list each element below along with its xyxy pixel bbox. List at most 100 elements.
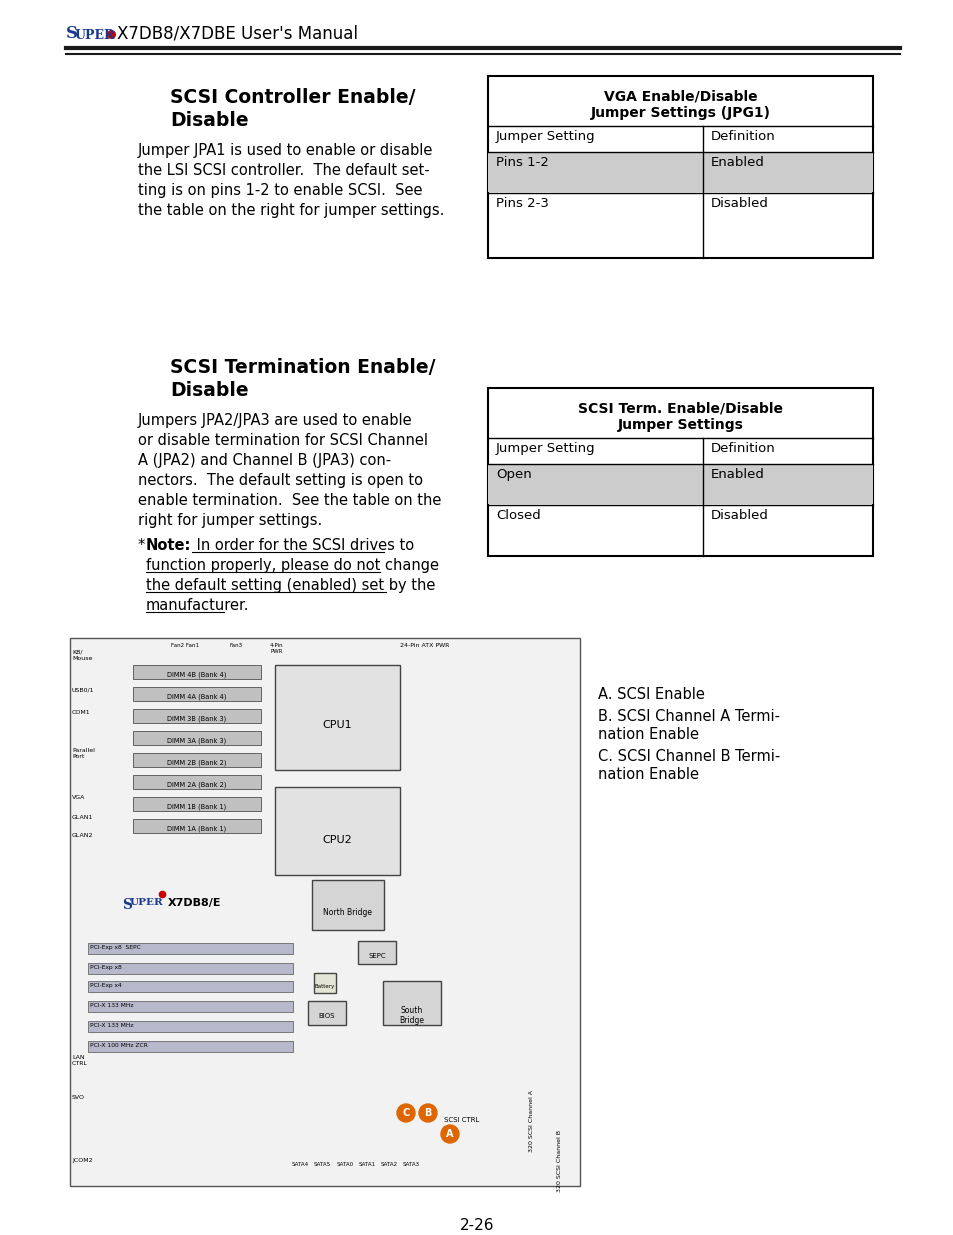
Text: B. SCSI Channel A Termi-: B. SCSI Channel A Termi- <box>598 709 780 724</box>
Text: Enabled: Enabled <box>710 156 764 169</box>
Bar <box>132 819 261 832</box>
Text: VGA: VGA <box>71 795 85 800</box>
Text: SEPC: SEPC <box>368 953 385 960</box>
Text: UPER: UPER <box>130 898 164 906</box>
Bar <box>132 687 261 701</box>
Text: SATA4: SATA4 <box>291 1162 308 1167</box>
Text: ting is on pins 1-2 to enable SCSI.  See: ting is on pins 1-2 to enable SCSI. See <box>138 183 422 198</box>
Text: PCI-Exp x8  SEPC: PCI-Exp x8 SEPC <box>90 945 141 950</box>
Text: CPU2: CPU2 <box>322 835 352 845</box>
Text: nation Enable: nation Enable <box>598 727 699 742</box>
Text: SATA3: SATA3 <box>402 1162 419 1167</box>
Text: Jumper Settings: Jumper Settings <box>617 417 742 432</box>
Text: GLAN2: GLAN2 <box>71 832 93 839</box>
Text: the default setting (enabled) set by the: the default setting (enabled) set by the <box>146 578 435 593</box>
Text: X7DB8/X7DBE User's Manual: X7DB8/X7DBE User's Manual <box>117 23 357 42</box>
Bar <box>70 638 579 1186</box>
Text: DIMM 3B (Bank 3): DIMM 3B (Bank 3) <box>167 716 227 722</box>
Bar <box>488 388 872 556</box>
Text: SVO: SVO <box>71 1095 85 1100</box>
Text: DIMM 3A (Bank 3): DIMM 3A (Bank 3) <box>167 739 227 745</box>
Text: GLAN1: GLAN1 <box>71 815 93 820</box>
Text: 320 SCSI Channel A: 320 SCSI Channel A <box>529 1091 534 1152</box>
Text: North Bridge: North Bridge <box>323 908 372 918</box>
Text: KB/
Mouse: KB/ Mouse <box>71 650 92 661</box>
Text: Open: Open <box>496 468 531 480</box>
Text: Jumper Settings (JPG1): Jumper Settings (JPG1) <box>590 106 770 120</box>
Text: C. SCSI Channel B Termi-: C. SCSI Channel B Termi- <box>598 748 780 764</box>
Text: Jumpers JPA2/JPA3 are used to enable: Jumpers JPA2/JPA3 are used to enable <box>138 412 413 429</box>
Text: Disabled: Disabled <box>710 509 768 522</box>
Bar <box>132 664 261 679</box>
Text: Definition: Definition <box>710 442 775 454</box>
Text: SATA1: SATA1 <box>358 1162 375 1167</box>
Text: In order for the SCSI drives to: In order for the SCSI drives to <box>192 538 414 553</box>
Text: Jumper Setting: Jumper Setting <box>496 130 595 143</box>
Bar <box>132 776 261 789</box>
Bar <box>488 464 872 504</box>
Text: Jumper JPA1 is used to enable or disable: Jumper JPA1 is used to enable or disable <box>138 143 433 158</box>
Bar <box>88 963 293 974</box>
Bar <box>132 797 261 811</box>
Text: S: S <box>122 898 132 911</box>
Text: 24-Pin ATX PWR: 24-Pin ATX PWR <box>400 643 449 648</box>
Text: Note:: Note: <box>146 538 192 553</box>
Text: manufacturer.: manufacturer. <box>146 598 250 613</box>
Text: Definition: Definition <box>710 130 775 143</box>
Bar <box>274 787 399 876</box>
Bar <box>132 753 261 767</box>
Bar <box>88 1041 293 1052</box>
Circle shape <box>440 1125 458 1144</box>
Bar <box>312 881 384 930</box>
Text: A (JPA2) and Channel B (JPA3) con-: A (JPA2) and Channel B (JPA3) con- <box>138 453 391 468</box>
Bar <box>88 981 293 992</box>
Text: UPER: UPER <box>75 28 115 42</box>
Bar <box>488 152 872 191</box>
Text: Fan3: Fan3 <box>230 643 242 648</box>
Text: Pins 2-3: Pins 2-3 <box>496 198 548 210</box>
Text: PCI-Exp x4: PCI-Exp x4 <box>90 983 122 988</box>
Text: nation Enable: nation Enable <box>598 767 699 782</box>
Text: Disable: Disable <box>170 111 249 130</box>
Text: function properly, please do not change: function properly, please do not change <box>146 558 438 573</box>
Text: X7DB8/E: X7DB8/E <box>168 898 221 908</box>
Text: DIMM 4A (Bank 4): DIMM 4A (Bank 4) <box>167 694 227 700</box>
Text: SATA5: SATA5 <box>314 1162 331 1167</box>
Text: nectors.  The default setting is open to: nectors. The default setting is open to <box>138 473 422 488</box>
Text: COM1: COM1 <box>71 710 91 715</box>
Text: VGA Enable/Disable: VGA Enable/Disable <box>603 90 757 104</box>
Text: Battery: Battery <box>314 984 335 989</box>
Text: *: * <box>138 538 145 553</box>
Text: enable termination.  See the table on the: enable termination. See the table on the <box>138 493 441 508</box>
Text: SCSI CTRL: SCSI CTRL <box>444 1116 479 1123</box>
Bar <box>132 731 261 745</box>
Text: the table on the right for jumper settings.: the table on the right for jumper settin… <box>138 203 444 219</box>
Text: Disable: Disable <box>170 382 249 400</box>
Text: Fan2 Fan1: Fan2 Fan1 <box>171 643 199 648</box>
Text: SCSI Termination Enable/: SCSI Termination Enable/ <box>170 358 435 377</box>
Text: DIMM 4B (Bank 4): DIMM 4B (Bank 4) <box>167 672 227 678</box>
Text: Closed: Closed <box>496 509 540 522</box>
Text: Enabled: Enabled <box>710 468 764 480</box>
Text: Disabled: Disabled <box>710 198 768 210</box>
Text: SCSI Controller Enable/: SCSI Controller Enable/ <box>170 88 416 107</box>
Bar <box>88 944 293 953</box>
Bar <box>88 1021 293 1032</box>
Text: SATA2: SATA2 <box>380 1162 397 1167</box>
Text: SATA0: SATA0 <box>336 1162 354 1167</box>
Text: DIMM 1A (Bank 1): DIMM 1A (Bank 1) <box>167 826 227 832</box>
Text: A. SCSI Enable: A. SCSI Enable <box>598 687 704 701</box>
Text: 4-Pin
PWR: 4-Pin PWR <box>270 643 283 653</box>
Bar <box>274 664 399 769</box>
Text: CPU1: CPU1 <box>322 720 352 730</box>
Text: PCI-X 100 MHz ZCR: PCI-X 100 MHz ZCR <box>90 1044 148 1049</box>
Text: DIMM 1B (Bank 1): DIMM 1B (Bank 1) <box>167 804 227 810</box>
Text: B: B <box>424 1108 432 1118</box>
Text: PCI-Exp x8: PCI-Exp x8 <box>90 965 122 969</box>
Text: SCSI Term. Enable/Disable: SCSI Term. Enable/Disable <box>578 403 782 416</box>
Text: South
Bridge: South Bridge <box>399 1007 424 1025</box>
Bar <box>132 709 261 722</box>
Text: JCOM2: JCOM2 <box>71 1158 92 1163</box>
Text: DIMM 2A (Bank 2): DIMM 2A (Bank 2) <box>167 782 227 788</box>
Bar <box>357 941 395 965</box>
